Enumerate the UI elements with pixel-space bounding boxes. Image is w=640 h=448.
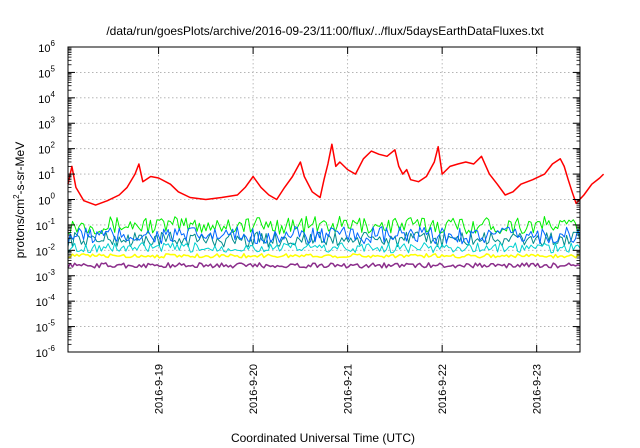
y-tick-base: 10 <box>36 348 48 360</box>
y-tick-base: 10 <box>36 297 48 309</box>
y-tick-exponent: 4 <box>51 90 56 99</box>
y-tick-exponent: 2 <box>51 141 56 150</box>
y-tick-label: 10-2 <box>36 242 56 258</box>
x-axis-label: Coordinated Universal Time (UTC) <box>231 431 415 445</box>
series-line <box>67 242 581 254</box>
y-tick-base: 10 <box>38 94 50 106</box>
y-tick-label: 10-1 <box>36 217 56 233</box>
chart-title: /data/run/goesPlots/archive/2016-09-23/1… <box>106 24 544 38</box>
y-tick-base: 10 <box>38 43 50 55</box>
y-tick-label: 101 <box>38 166 55 182</box>
y-tick-exponent: -4 <box>48 293 56 302</box>
y-tick-exponent: 0 <box>51 192 56 201</box>
x-tick-label: 2016-9-23 <box>532 364 544 414</box>
y-tick-exponent: -1 <box>48 217 56 226</box>
series-line <box>67 215 581 235</box>
y-axis-label: protons/cm2-s-sr-MeV <box>12 142 27 258</box>
y-tick-base: 10 <box>36 246 48 258</box>
y-tick-label: 106 <box>38 39 55 55</box>
y-tick-base: 10 <box>36 221 48 233</box>
y-tick-exponent: -6 <box>48 344 56 353</box>
y-tick-base: 10 <box>38 145 50 157</box>
y-tick-exponent: -5 <box>48 319 56 328</box>
x-tick-label: 2016-9-22 <box>437 364 449 414</box>
grid <box>68 47 580 352</box>
y-tick-label: 100 <box>38 192 55 208</box>
series-line <box>67 143 605 206</box>
y-tick-base: 10 <box>36 272 48 284</box>
series-line <box>67 253 581 259</box>
y-tick-exponent: -2 <box>48 242 56 251</box>
y-tick-base: 10 <box>38 196 50 208</box>
y-axis-label-sup: 2 <box>12 194 21 199</box>
y-axis-label-post: -s-sr-MeV <box>13 142 27 195</box>
y-tick-exponent: 3 <box>51 115 56 124</box>
y-tick-label: 102 <box>38 141 55 157</box>
y-tick-label: 105 <box>38 64 55 80</box>
y-axis-label-pre: protons/cm <box>13 199 27 258</box>
y-tick-exponent: 1 <box>51 166 56 175</box>
y-tick-base: 10 <box>38 170 50 182</box>
y-tick-base: 10 <box>38 68 50 80</box>
y-tick-base: 10 <box>38 119 50 131</box>
x-tick-labels: 2016-9-19 2016-9-20 2016-9-21 2016-9-22 2016… <box>154 364 544 414</box>
y-tick-exponent: 6 <box>51 39 56 48</box>
y-tick-base: 10 <box>36 323 48 335</box>
x-tick-label: 2016-9-21 <box>343 364 355 414</box>
y-tick-label: 10-3 <box>36 268 56 284</box>
y-tick-label: 10-6 <box>36 344 56 360</box>
x-tick-label: 2016-9-19 <box>154 364 166 414</box>
x-tick-label: 2016-9-20 <box>248 364 260 414</box>
y-tick-exponent: -3 <box>48 268 56 277</box>
y-tick-exponent: 5 <box>51 64 56 73</box>
y-tick-label: 104 <box>38 90 55 106</box>
y-tick-labels: 10-610-510-410-310-210-11001011021031041… <box>36 39 56 360</box>
series-layer <box>67 143 605 269</box>
series-line <box>67 226 581 245</box>
y-tick-label: 103 <box>38 115 55 131</box>
ticks <box>68 46 580 353</box>
y-tick-label: 10-5 <box>36 319 56 335</box>
series-line <box>67 262 581 269</box>
y-tick-label: 10-4 <box>36 293 56 309</box>
